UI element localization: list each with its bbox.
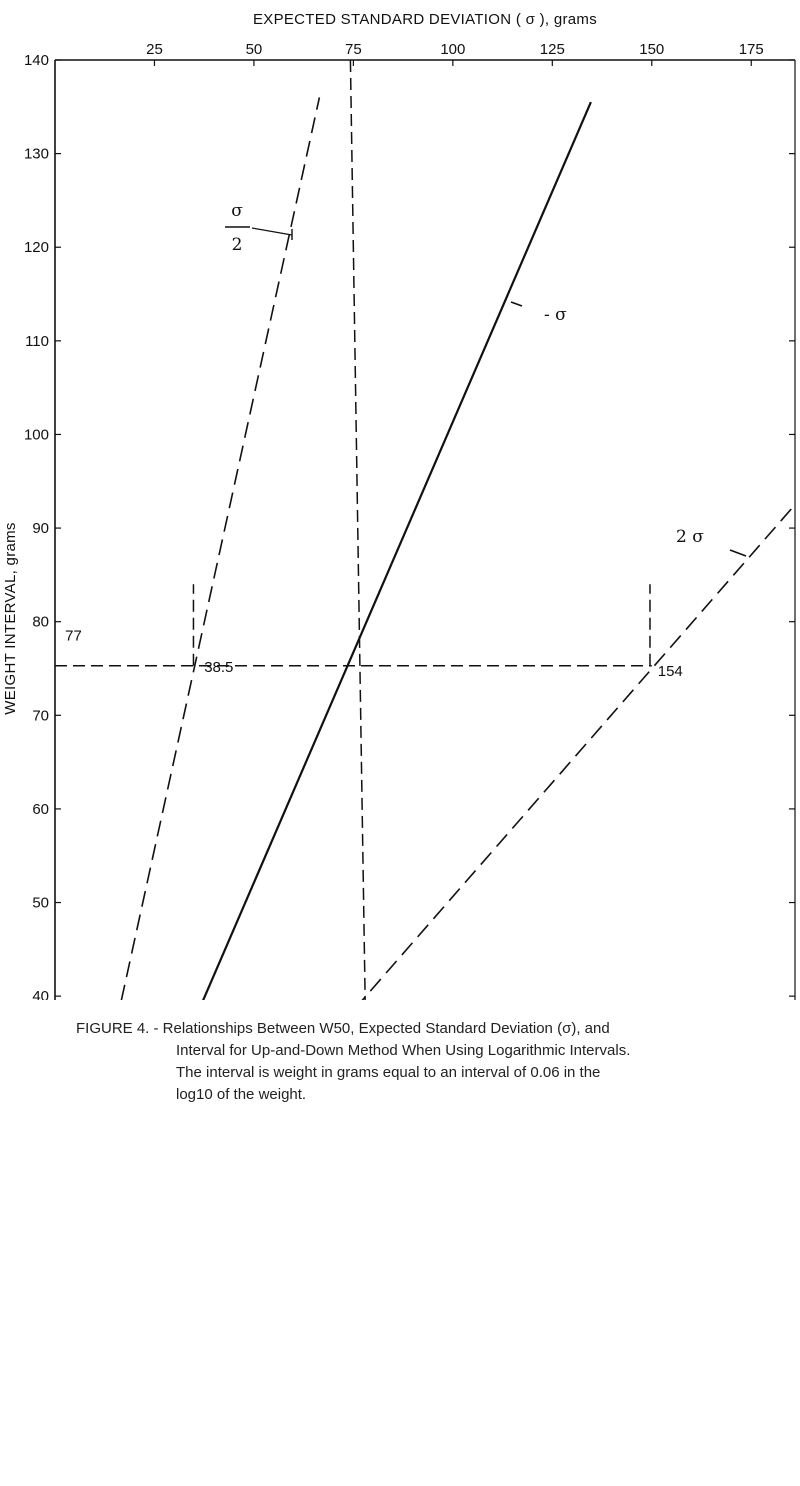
y-tick-label: 90	[32, 520, 49, 537]
sigma-half-numerator: σ	[231, 201, 243, 221]
y-tick-label: 120	[24, 239, 49, 256]
annotation-label: 38.5	[204, 659, 233, 676]
chart-ticks: 1020304050607080901001101201301401002003…	[24, 41, 795, 1000]
x2-tick-label: 50	[246, 41, 263, 58]
series-line-2	[202, 101, 592, 1000]
x2-tick-label: 125	[540, 41, 565, 58]
reference-line	[349, 59, 366, 1000]
y-tick-label: 60	[32, 801, 49, 818]
x2-axis-title: EXPECTED STANDARD DEVIATION ( σ ), grams	[253, 11, 597, 28]
x2-tick-label: 175	[739, 41, 764, 58]
x2-tick-label: 25	[146, 41, 163, 58]
annotation-label: 77	[65, 627, 82, 644]
two-sigma-label: 2 σ	[676, 527, 704, 547]
x2-tick-label: 150	[639, 41, 664, 58]
caption-line-4: log10 of the weight.	[176, 1086, 307, 1103]
y-tick-label: 70	[32, 707, 49, 724]
y-tick-label: 110	[25, 333, 49, 350]
chart-figure: 1020304050607080901001101201301401002003…	[2, 11, 796, 1000]
y-tick-label: 130	[24, 146, 49, 163]
reference-lines	[55, 59, 652, 1000]
caption-line-1: FIGURE 4. - Relationships Between W50, E…	[76, 1020, 610, 1037]
y-tick-label: 100	[24, 426, 49, 443]
chart-series	[120, 97, 796, 1000]
sigma-label: - σ	[544, 305, 567, 325]
chart-labels: EXPECTED STANDARD DEVIATION ( σ ), grams…	[2, 11, 747, 715]
chart-axes	[54, 59, 796, 1000]
x2-tick-label: 100	[440, 41, 465, 58]
annotation-label: 154	[658, 663, 683, 680]
y-tick-label: 140	[24, 52, 49, 69]
series-line-1	[120, 97, 321, 1000]
caption-line-3: The interval is weight in grams equal to…	[176, 1064, 601, 1081]
figure-caption: FIGURE 4. - Relationships Between W50, E…	[76, 1018, 766, 1106]
sigma-half-leader	[251, 227, 293, 236]
y-tick-label: 40	[32, 988, 49, 1000]
caption-line-2: Interval for Up-and-Down Method When Usi…	[176, 1042, 631, 1059]
series-line-3	[361, 504, 796, 1000]
x2-tick-label: 75	[345, 41, 362, 58]
two-sigma-leader	[729, 549, 747, 557]
y-axis-title: WEIGHT INTERVAL, grams	[2, 522, 19, 714]
y-tick-label: 80	[32, 614, 49, 631]
sigma-half-denominator: 2	[232, 235, 243, 255]
sigma-leader	[510, 301, 523, 307]
y-tick-label: 50	[32, 895, 49, 912]
